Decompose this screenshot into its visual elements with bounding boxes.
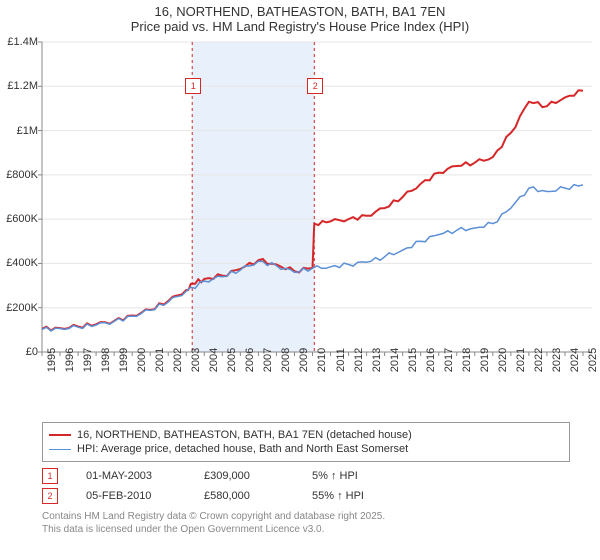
annotation-price: £309,000: [204, 470, 284, 482]
legend-label: 16, NORTHEND, BATHEASTON, BATH, BA1 7EN …: [77, 429, 412, 441]
x-tick-label: 1999: [118, 348, 130, 372]
x-tick-label: 2018: [461, 348, 473, 372]
x-tick-label: 2015: [407, 348, 419, 372]
chart-area: £0 £200K £400K £600K £800K £1M £1.2M £1.4M 1995 1…: [0, 34, 600, 414]
chart-marker: 2: [307, 78, 323, 94]
x-tick-label: 2004: [208, 348, 220, 372]
y-tick-label: £1M: [0, 125, 38, 137]
y-tick-label: £200K: [0, 302, 38, 314]
annotation-marker: 2: [42, 488, 58, 504]
y-tick-label: £1.2M: [0, 80, 38, 92]
y-tick-label: £0: [0, 346, 38, 358]
chart-titles: 16, NORTHEND, BATHEASTON, BATH, BA1 7EN …: [0, 0, 600, 34]
title-sub: Price paid vs. HM Land Registry's House …: [0, 19, 600, 34]
chart-marker: 1: [185, 78, 201, 94]
x-tick-label: 2012: [353, 348, 365, 372]
x-tick-label: 1998: [100, 348, 112, 372]
annotation-pct: 55% ↑ HPI: [312, 490, 412, 502]
x-tick-label: 2007: [262, 348, 274, 372]
y-tick-label: £400K: [0, 257, 38, 269]
footer-line-2: This data is licensed under the Open Gov…: [42, 523, 570, 536]
x-tick-label: 2010: [316, 348, 328, 372]
x-tick-label: 1995: [46, 348, 58, 372]
x-tick-label: 2016: [425, 348, 437, 372]
annotation-pct: 5% ↑ HPI: [312, 470, 412, 482]
title-main: 16, NORTHEND, BATHEASTON, BATH, BA1 7EN: [0, 4, 600, 19]
annotation-row: 2 05-FEB-2010 £580,000 55% ↑ HPI: [42, 488, 570, 504]
x-tick-label: 2011: [335, 348, 347, 372]
x-tick-label: 2022: [533, 348, 545, 372]
x-tick-label: 2006: [244, 348, 256, 372]
x-tick-label: 2001: [154, 348, 166, 372]
legend-label: HPI: Average price, detached house, Bath…: [77, 443, 408, 455]
y-tick-label: £800K: [0, 169, 38, 181]
annotation-price: £580,000: [204, 490, 284, 502]
annotation-date: 01-MAY-2003: [86, 470, 176, 482]
x-tick-label: 1997: [82, 348, 94, 372]
x-tick-label: 2019: [479, 348, 491, 372]
x-tick-label: 2014: [389, 348, 401, 372]
x-tick-label: 2021: [515, 348, 527, 372]
x-tick-label: 2009: [298, 348, 310, 372]
footer-attribution: Contains HM Land Registry data © Crown c…: [42, 510, 570, 536]
legend: 16, NORTHEND, BATHEASTON, BATH, BA1 7EN …: [42, 422, 570, 462]
y-tick-label: £1.4M: [0, 36, 38, 48]
x-tick-label: 2002: [172, 348, 184, 372]
legend-swatch: [49, 449, 71, 450]
x-tick-label: 2008: [280, 348, 292, 372]
x-tick-label: 2017: [443, 348, 455, 372]
footer-line-1: Contains HM Land Registry data © Crown c…: [42, 510, 570, 523]
annotation-row: 1 01-MAY-2003 £309,000 5% ↑ HPI: [42, 468, 570, 484]
x-tick-label: 2003: [190, 348, 202, 372]
x-tick-label: 2020: [497, 348, 509, 372]
x-tick-label: 2000: [136, 348, 148, 372]
legend-swatch: [49, 434, 71, 436]
annotation-marker: 1: [42, 468, 58, 484]
legend-item: 16, NORTHEND, BATHEASTON, BATH, BA1 7EN …: [49, 429, 563, 441]
legend-item: HPI: Average price, detached house, Bath…: [49, 443, 563, 455]
x-tick-label: 1996: [64, 348, 76, 372]
y-tick-label: £600K: [0, 213, 38, 225]
annotation-date: 05-FEB-2010: [86, 490, 176, 502]
x-tick-label: 2023: [551, 348, 563, 372]
x-tick-label: 2025: [587, 348, 599, 372]
annotation-table: 1 01-MAY-2003 £309,000 5% ↑ HPI 2 05-FEB-2010…: [42, 468, 570, 504]
x-tick-label: 2024: [569, 348, 581, 372]
x-tick-label: 2013: [371, 348, 383, 372]
x-tick-label: 2005: [226, 348, 238, 372]
